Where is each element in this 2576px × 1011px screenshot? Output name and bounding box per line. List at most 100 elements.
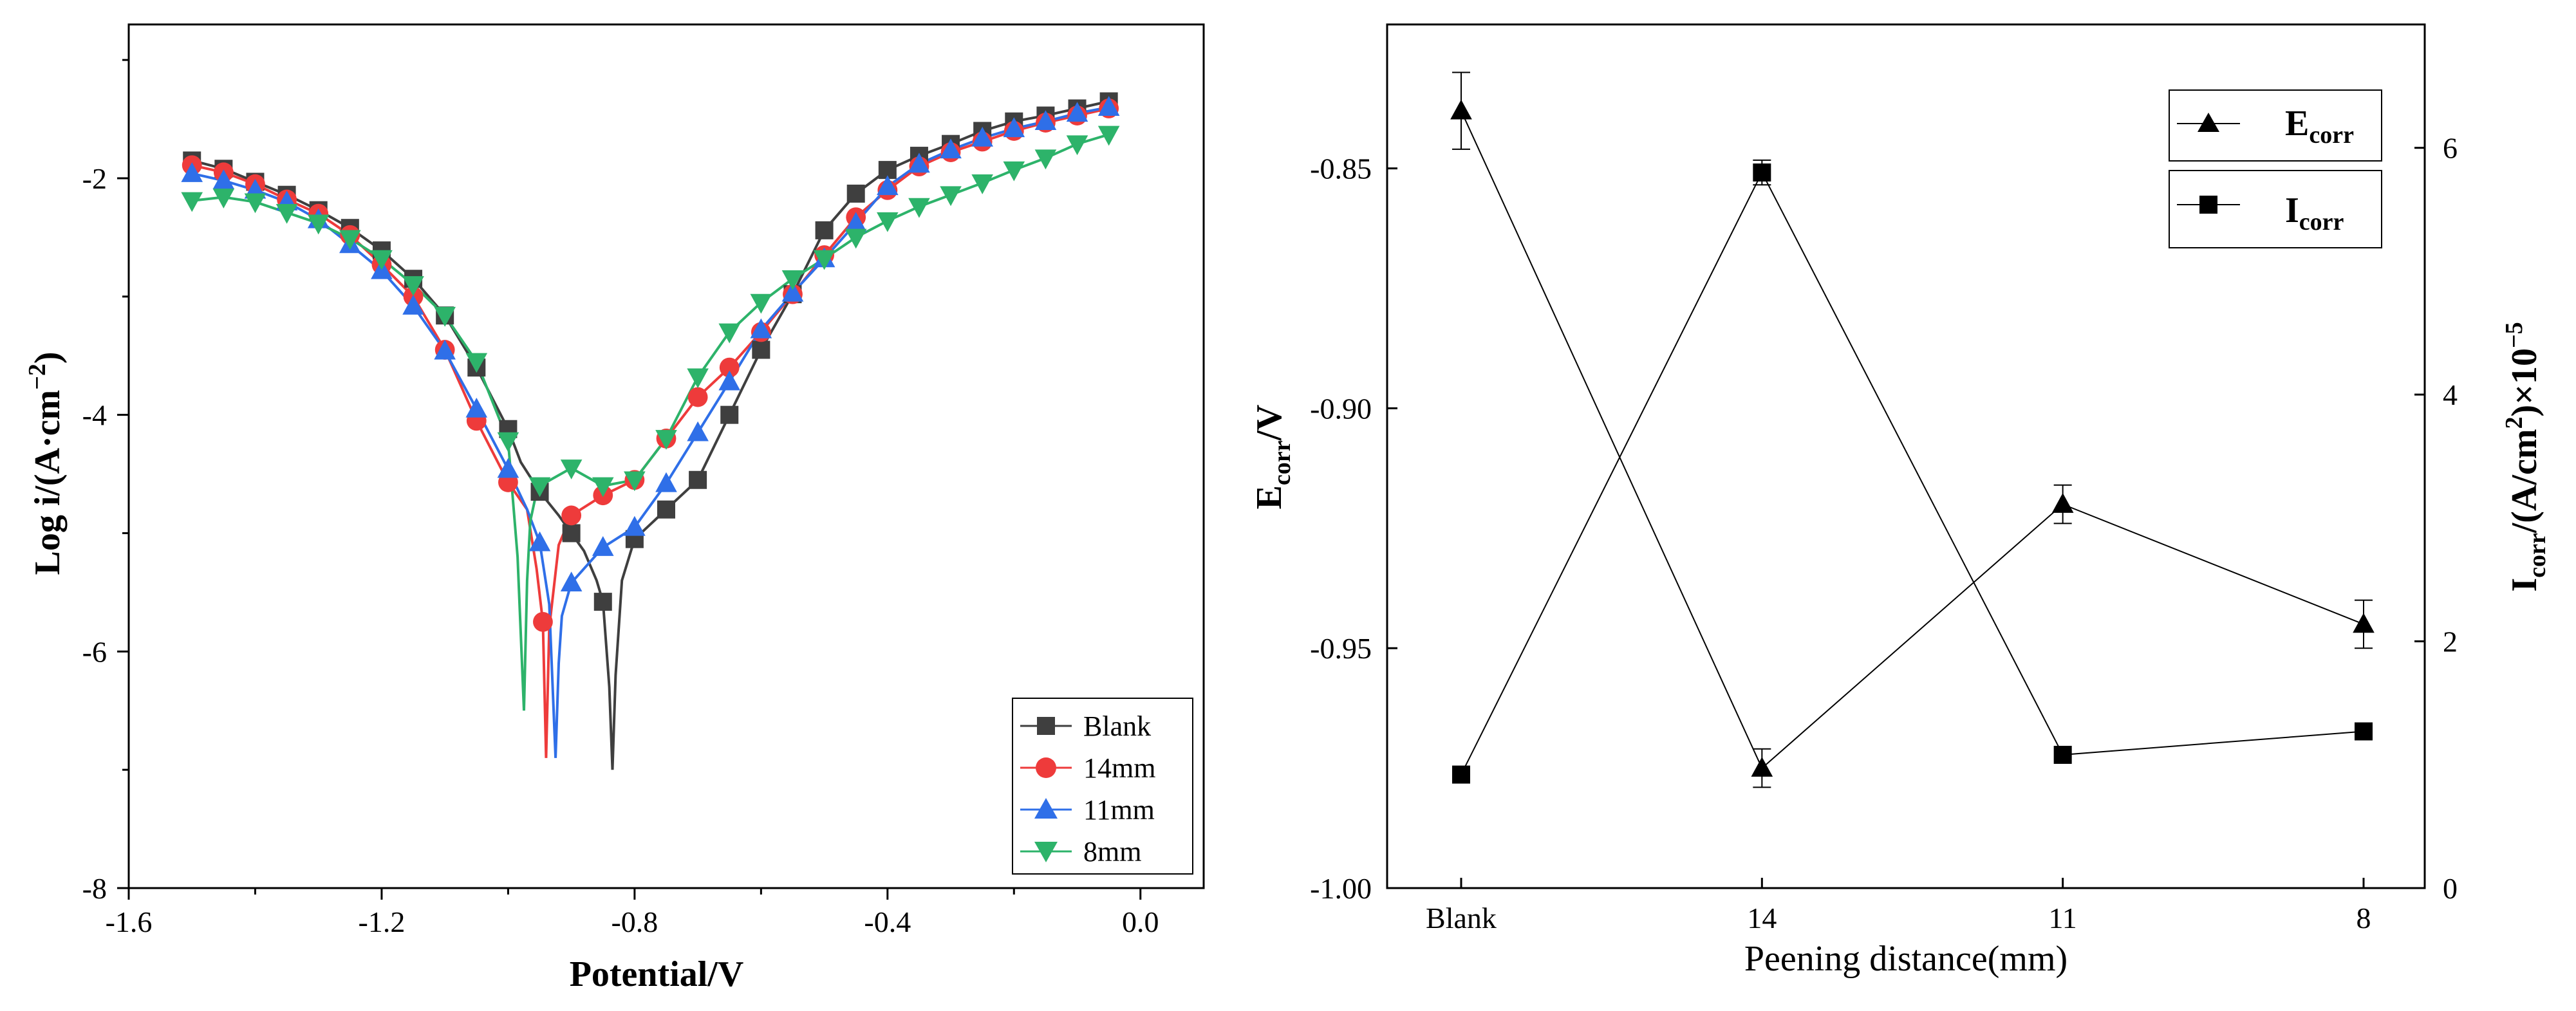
point-14mm — [561, 505, 582, 526]
legend-item-14mm: 14mm — [1020, 752, 1155, 784]
legend-label-blank: Blank — [1083, 710, 1151, 742]
category-label: 14 — [1747, 902, 1777, 934]
point-blank — [752, 340, 770, 359]
legend-marker-11mm — [1034, 798, 1058, 819]
point-8mm — [181, 192, 203, 212]
point-8mm — [624, 471, 646, 492]
point-8mm — [908, 198, 930, 218]
legend-label-8mm: 8mm — [1083, 836, 1141, 867]
left-legend: Blank 14mm 11mm 8mm — [1012, 698, 1193, 875]
x-tick-label: -1.2 — [359, 905, 406, 938]
right-legend-ecorr: Ecorr — [2169, 89, 2382, 162]
x-tick-label: -0.8 — [611, 905, 658, 938]
series-line-14mm — [191, 107, 1110, 758]
point-8mm — [877, 212, 899, 232]
point-11mm — [181, 162, 203, 182]
point-11mm — [781, 281, 804, 302]
point-8mm — [1066, 135, 1088, 156]
point-8mm — [971, 174, 993, 194]
legend-label-icorr: Icorr — [2285, 190, 2344, 236]
point-14mm — [687, 387, 708, 407]
legend-label-14mm: 14mm — [1083, 752, 1155, 784]
legend-label-ecorr: Ecorr — [2285, 104, 2354, 149]
point-ecorr — [2051, 493, 2074, 513]
point-8mm — [339, 230, 361, 250]
point-8mm — [275, 203, 298, 224]
point-blank — [720, 405, 739, 424]
category-label: 8 — [2357, 902, 2371, 934]
point-11mm — [718, 370, 741, 391]
y-tick-label: -8 — [82, 872, 107, 905]
right-y-tick-label: 0 — [2443, 872, 2458, 905]
point-8mm — [371, 250, 393, 270]
point-8mm — [560, 459, 583, 479]
series-line-blank — [191, 100, 1110, 770]
right-left-y-axis-title: Ecorr/V — [1249, 405, 1296, 510]
point-icorr — [1452, 765, 1470, 784]
point-8mm — [845, 228, 867, 249]
left-y-ticks: -8 -6 -4 -2 — [82, 59, 129, 905]
point-11mm — [528, 531, 551, 552]
y-tick-label: -6 — [82, 635, 107, 668]
point-blank — [657, 500, 675, 519]
point-8mm — [434, 306, 456, 327]
category-label: Blank — [1426, 902, 1497, 934]
right-right-y-ticks: 0 2 4 6 — [2414, 132, 2458, 905]
point-blank — [689, 470, 707, 489]
right-series — [1450, 71, 2375, 788]
point-11mm — [1097, 96, 1120, 116]
point-8mm — [212, 189, 235, 209]
point-14mm — [719, 357, 740, 378]
point-8mm — [1034, 149, 1057, 170]
series-line-ecorr — [1461, 110, 2364, 770]
polarization-chart: -1.6 -1.2 -0.8 -0.4 0.0 -8 -6 -4 -2 Potential/V… — [24, 23, 1205, 994]
point-11mm — [1066, 102, 1088, 122]
point-blank — [562, 524, 581, 543]
point-blank — [593, 593, 612, 611]
left-markers — [181, 92, 1120, 632]
point-ecorr — [2353, 613, 2375, 633]
point-11mm — [1034, 110, 1057, 131]
y-tick-label: -4 — [82, 399, 107, 432]
right-x-axis-title: Peening distance(mm) — [1744, 939, 2067, 979]
point-8mm — [750, 293, 772, 314]
legend-marker-ecorr — [2198, 113, 2219, 132]
right-left-y-ticks: -1.00 -0.95 -0.90 -0.85 — [1310, 153, 1397, 905]
point-11mm — [655, 472, 677, 492]
point-8mm — [528, 477, 551, 497]
point-11mm — [908, 153, 930, 173]
legend-item-8mm: 8mm — [1020, 836, 1141, 867]
point-8mm — [307, 214, 330, 235]
legend-marker-14mm — [1036, 757, 1056, 778]
x-tick-label: 0.0 — [1122, 905, 1159, 938]
point-11mm — [212, 169, 235, 189]
x-tick-label: -0.4 — [864, 905, 911, 938]
left-y-axis-title: Log i/(A·cm−2) — [24, 351, 68, 575]
point-8mm — [402, 276, 424, 296]
point-8mm — [687, 368, 709, 389]
legend-marker-icorr — [2199, 196, 2217, 214]
right-x-ticks: Blank 14 11 8 — [1426, 878, 2371, 934]
point-icorr — [2053, 745, 2072, 764]
point-ecorr — [1450, 99, 1472, 120]
point-11mm — [940, 138, 962, 159]
left-y-tick-label: -0.85 — [1310, 153, 1372, 185]
point-ecorr — [1751, 757, 1773, 777]
point-8mm — [1003, 161, 1025, 181]
left-x-axis-title: Potential/V — [570, 954, 744, 994]
point-11mm — [1003, 117, 1025, 138]
point-8mm — [1097, 125, 1120, 146]
right-legend-icorr: Icorr — [2169, 170, 2382, 248]
legend-item-11mm: 11mm — [1020, 794, 1155, 826]
right-right-y-axis-title: Icorr/(A/cm2)×10−5 — [2501, 322, 2551, 591]
point-11mm — [750, 318, 772, 339]
left-plot-frame — [127, 23, 1205, 889]
point-blank — [846, 184, 865, 203]
legend-marker-8mm — [1034, 842, 1058, 862]
point-icorr — [2355, 722, 2373, 741]
right-plot-frame — [1386, 23, 2426, 889]
point-11mm — [687, 421, 709, 441]
left-curves — [191, 100, 1110, 770]
legend-label-11mm: 11mm — [1083, 794, 1155, 826]
